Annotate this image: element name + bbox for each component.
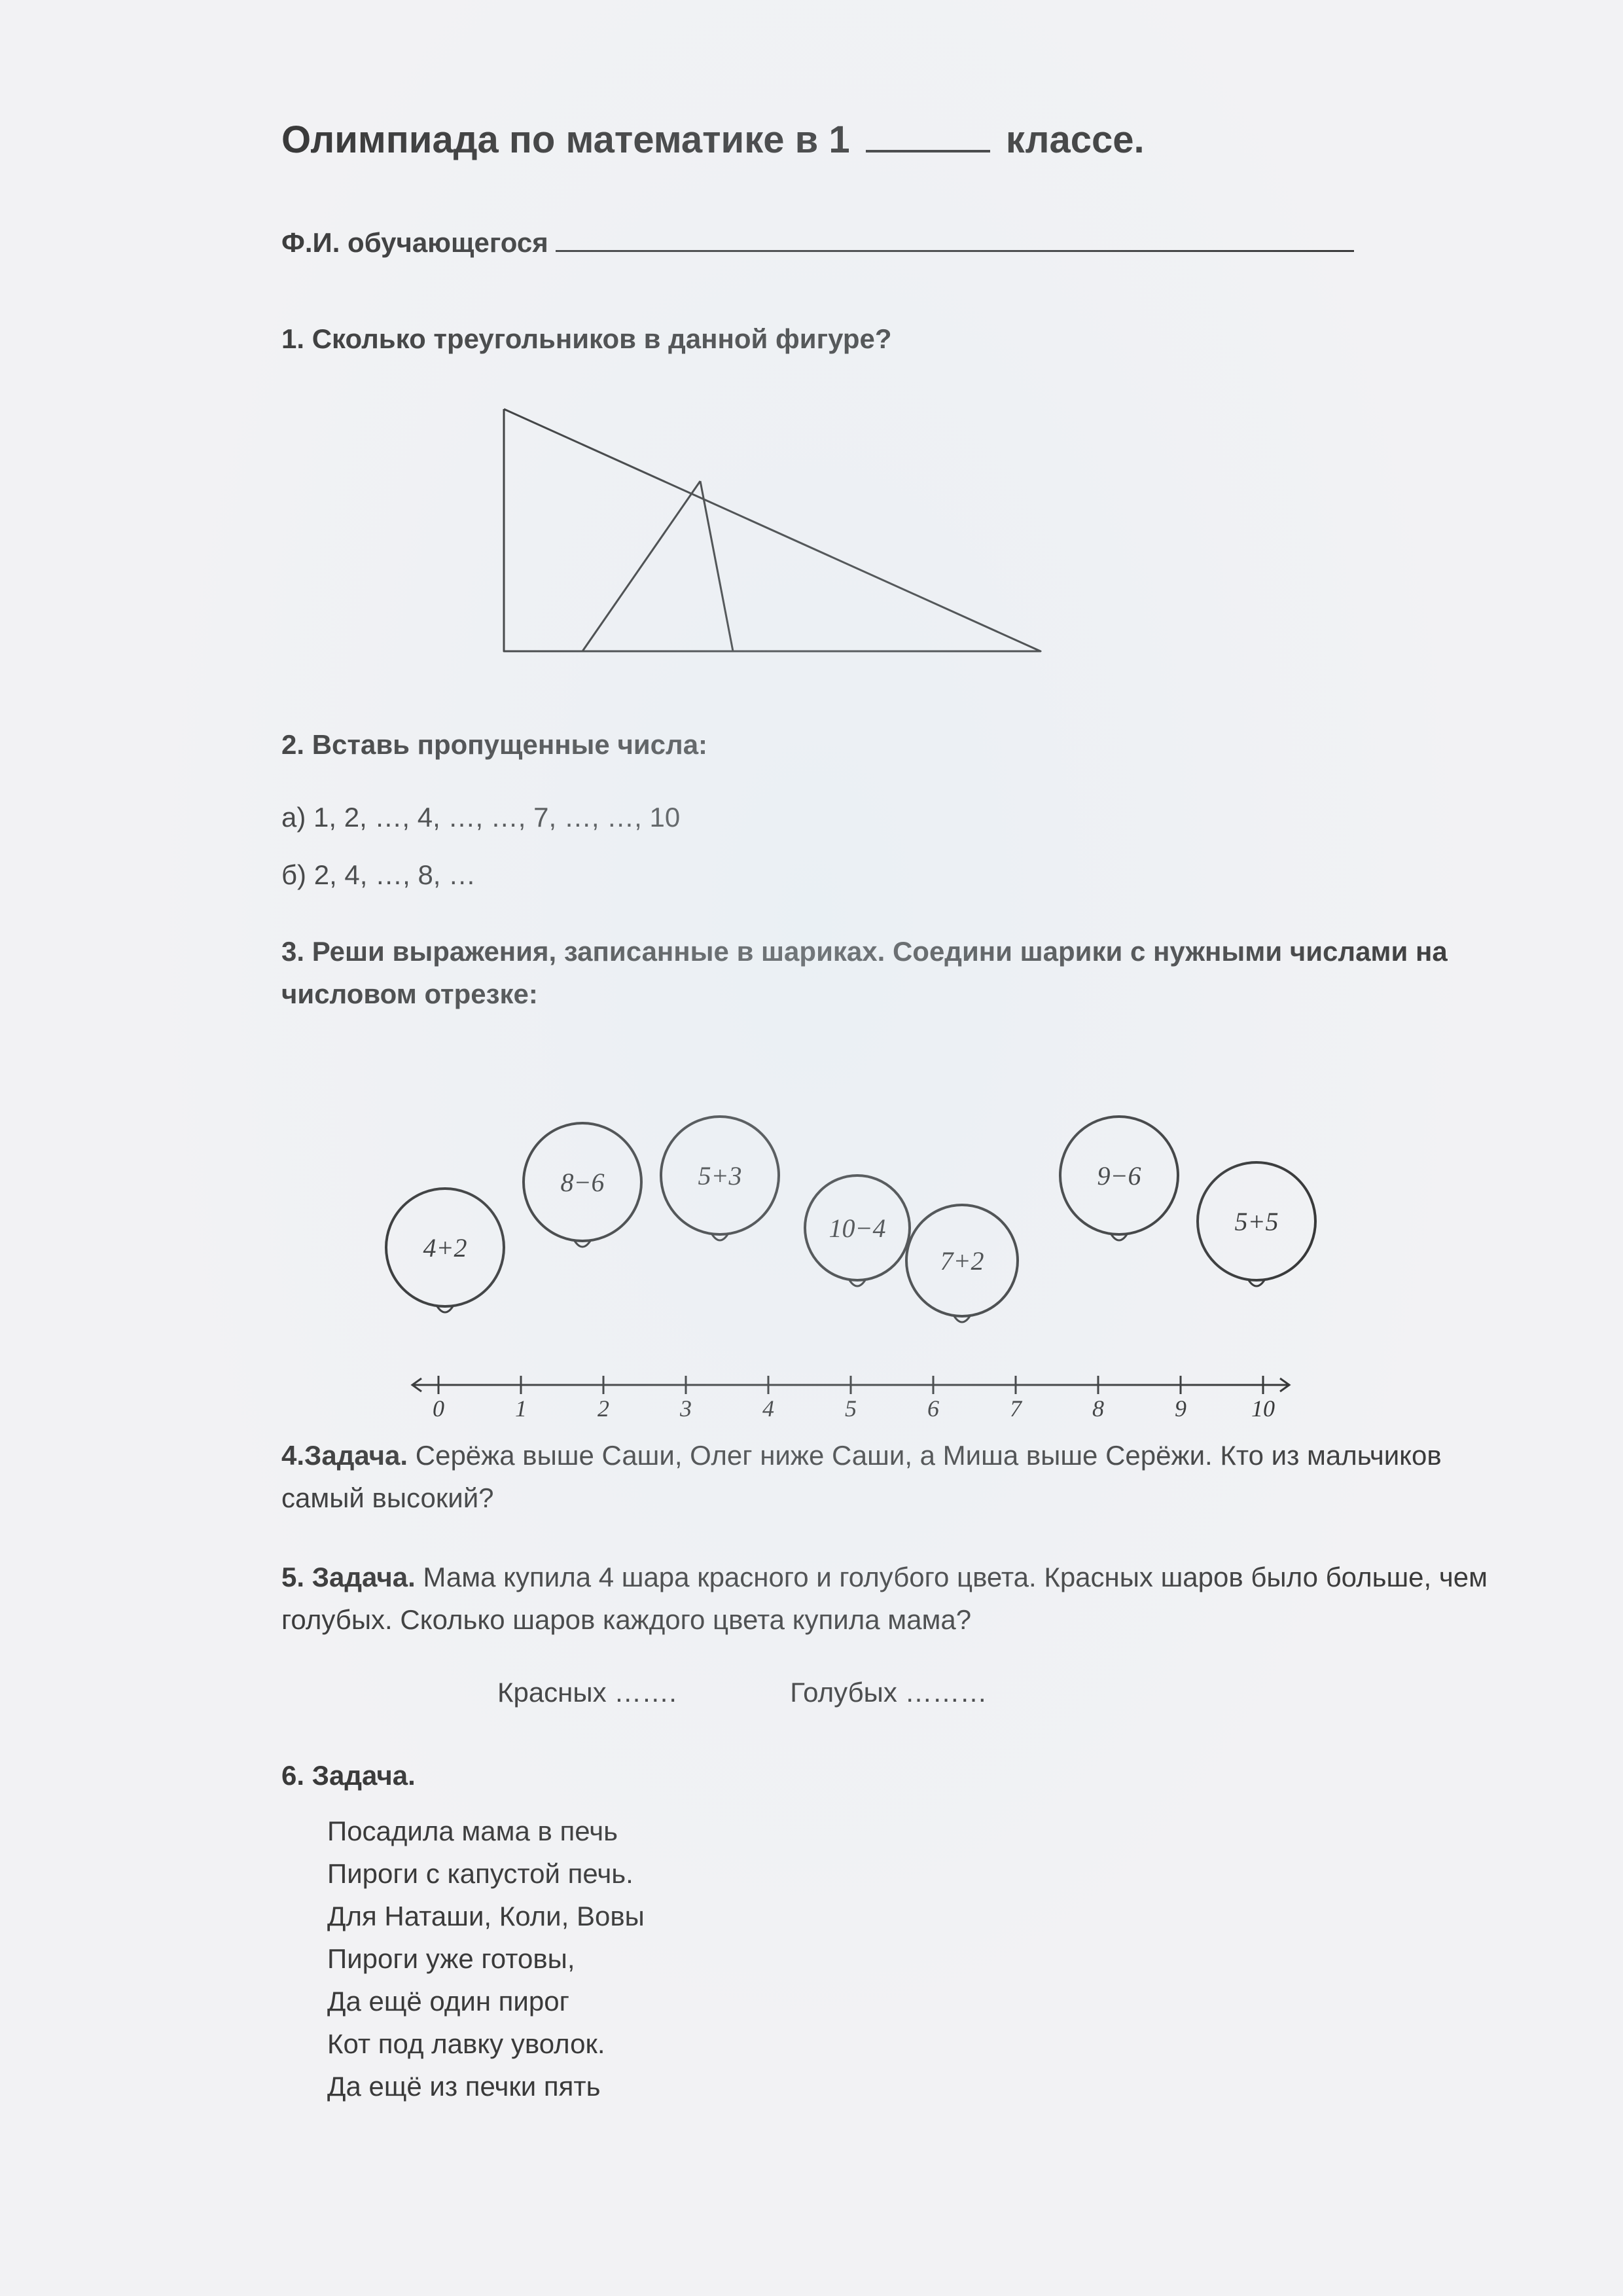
svg-text:3: 3 xyxy=(679,1395,692,1418)
svg-text:7+2: 7+2 xyxy=(940,1246,984,1276)
page-title: Олимпиада по математике в 1 классе. xyxy=(281,118,1492,162)
title-blank[interactable] xyxy=(866,143,990,152)
svg-text:6: 6 xyxy=(927,1395,939,1418)
student-name-line[interactable] xyxy=(556,245,1354,252)
svg-text:5+5: 5+5 xyxy=(1235,1207,1279,1236)
q3-text: 3. Реши выражения, записанные в шариках.… xyxy=(281,936,1448,1009)
q2-title: 2. Вставь пропущенные числа: xyxy=(281,723,1492,766)
svg-text:4+2: 4+2 xyxy=(423,1233,467,1263)
poem-line: Кот под лавку уволок. xyxy=(327,2022,1492,2065)
balloons-figure: 4+2 8−6 5+3 10−4 7+2 9−6 5+5 0 1 2 3 4 5 6 7 8 9 10 xyxy=(353,1051,1492,1418)
svg-text:10−4: 10−4 xyxy=(829,1213,886,1243)
triangle-figure xyxy=(452,396,1492,671)
poem-line: Да ещё из печки пять xyxy=(327,2065,1492,2108)
svg-text:2: 2 xyxy=(597,1395,609,1418)
poem-line: Для Наташи, Коли, Вовы xyxy=(327,1895,1492,1937)
q6-poem: Посадила мама в печьПироги с капустой пе… xyxy=(327,1810,1492,2108)
q6-title-text: 6. Задача. xyxy=(281,1760,416,1791)
q1: 1. Сколько треугольников в данной фигуре… xyxy=(281,317,1492,360)
q3: 3. Реши выражения, записанные в шариках.… xyxy=(281,930,1492,1015)
svg-text:9: 9 xyxy=(1175,1395,1186,1418)
q1-text: 1. Сколько треугольников в данной фигуре… xyxy=(281,323,892,354)
student-label: Ф.И. обучающегося xyxy=(281,227,548,258)
svg-text:10: 10 xyxy=(1251,1395,1275,1418)
q5-answers: Красных ……. Голубых ……… xyxy=(497,1677,1492,1708)
q2-title-text: 2. Вставь пропущенные числа: xyxy=(281,729,707,760)
q5-blue[interactable]: Голубых ……… xyxy=(790,1677,987,1708)
balloons-svg: 4+2 8−6 5+3 10−4 7+2 9−6 5+5 0 1 2 3 4 5 6 7 8 9 10 xyxy=(353,1051,1348,1418)
title-pre: Олимпиада по математике в 1 xyxy=(281,118,850,161)
poem-line: Пироги уже готовы, xyxy=(327,1937,1492,1980)
q2-b: б) 2, 4, …, 8, … xyxy=(281,859,1492,891)
title-post: классе. xyxy=(1006,118,1145,161)
svg-text:0: 0 xyxy=(433,1395,444,1418)
svg-text:5+3: 5+3 xyxy=(698,1161,742,1191)
poem-line: Пироги с капустой печь. xyxy=(327,1852,1492,1895)
student-name-row: Ф.И. обучающегося xyxy=(281,227,1492,259)
poem-line: Посадила мама в печь xyxy=(327,1810,1492,1852)
q5-red[interactable]: Красных ……. xyxy=(497,1677,677,1708)
q4: 4.Задача. Серёжа выше Саши, Олег ниже Са… xyxy=(281,1434,1492,1519)
q5: 5. Задача. Мама купила 4 шара красного и… xyxy=(281,1556,1492,1641)
svg-text:9−6: 9−6 xyxy=(1097,1161,1141,1191)
svg-text:8: 8 xyxy=(1092,1395,1104,1418)
svg-text:8−6: 8−6 xyxy=(561,1168,605,1197)
worksheet-page: Олимпиада по математике в 1 классе. Ф.И.… xyxy=(0,0,1623,2296)
q6-title: 6. Задача. xyxy=(281,1754,1492,1797)
poem-line: Да ещё один пирог xyxy=(327,1980,1492,2022)
svg-text:7: 7 xyxy=(1010,1395,1023,1418)
svg-text:1: 1 xyxy=(515,1395,527,1418)
svg-text:5: 5 xyxy=(845,1395,857,1418)
triangle-svg xyxy=(452,396,1080,671)
q2-a: а) 1, 2, …, 4, …, …, 7, …, …, 10 xyxy=(281,802,1492,833)
svg-text:4: 4 xyxy=(762,1395,774,1418)
